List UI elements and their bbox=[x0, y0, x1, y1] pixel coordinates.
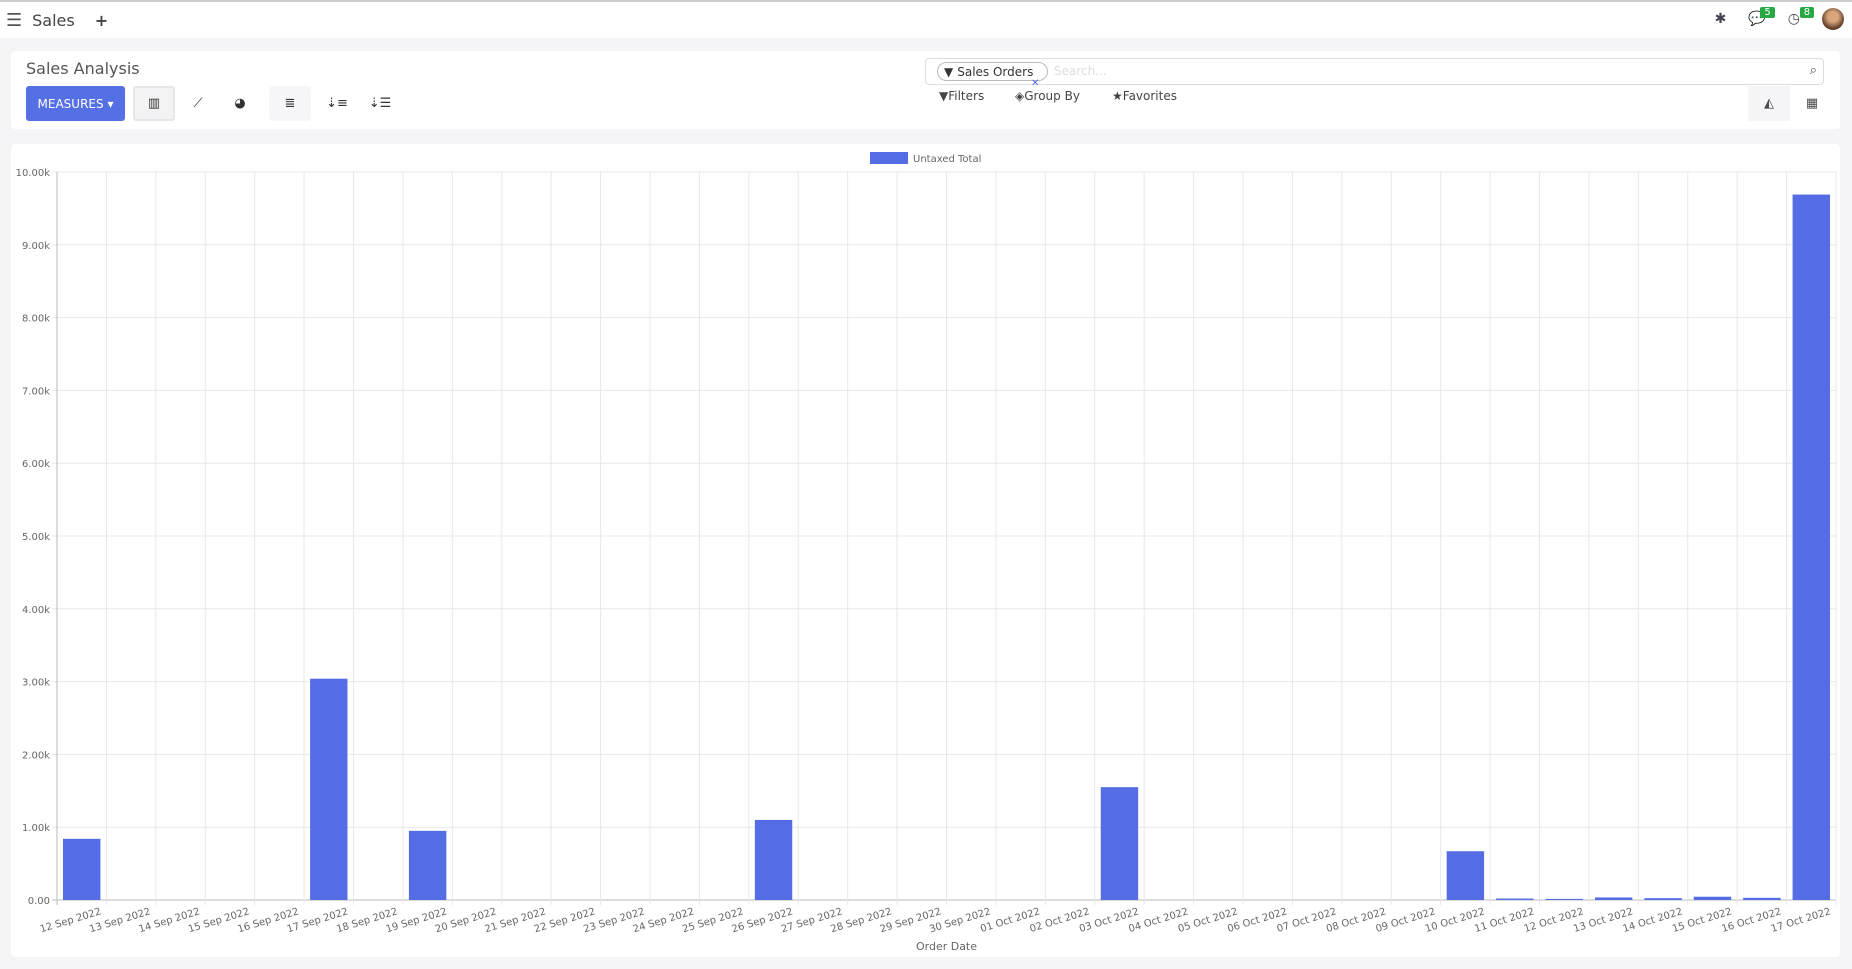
x-axis-title: Order Date bbox=[916, 940, 977, 953]
bar-chart: 0.00 1.00k 2.00k 3.00k 4.00k 5.00k 6.00k 7.00k 8… bbox=[16, 152, 1837, 953]
activities-badge: 8 bbox=[1799, 7, 1815, 18]
user-avatar[interactable] bbox=[1822, 8, 1844, 30]
bar bbox=[1693, 896, 1732, 900]
bar bbox=[1100, 787, 1139, 900]
activities-clock-icon[interactable]: ◷ 8 bbox=[1788, 7, 1815, 27]
y-tick-label: 8.00k bbox=[22, 314, 50, 325]
y-tick-label: 9.00k bbox=[22, 241, 50, 252]
search-facet[interactable]: ▼ Sales Orders ✕ bbox=[937, 62, 1049, 89]
line-chart-icon: ⟋ bbox=[193, 96, 203, 111]
remove-facet-icon[interactable]: ✕ bbox=[1030, 78, 1040, 89]
new-tab-plus-icon[interactable]: + bbox=[94, 10, 109, 30]
hamburger-menu-icon[interactable]: ☰ bbox=[6, 9, 23, 31]
sort-descending-button[interactable]: ⇣≡ bbox=[316, 86, 358, 121]
chart-panel: 0.00 1.00k 2.00k 3.00k 4.00k 5.00k 6.00k 7.00k 8… bbox=[11, 144, 1840, 957]
bar-chart-button[interactable]: ▥ bbox=[133, 86, 175, 121]
pie-chart-icon: ◕ bbox=[234, 96, 246, 111]
y-tick-label: 5.00k bbox=[22, 532, 50, 543]
search-bar[interactable]: ▼ Sales Orders ✕ Search... ⌕ bbox=[925, 58, 1824, 89]
measures-label: MEASURES bbox=[37, 96, 104, 111]
filters-label: Filters bbox=[948, 89, 985, 103]
measures-button[interactable]: MEASURES ▾ bbox=[26, 86, 125, 121]
y-tick-label: 7.00k bbox=[22, 386, 50, 397]
y-tick-label: 10.00k bbox=[16, 168, 51, 179]
filter-icon: ▼ bbox=[939, 89, 949, 103]
bar-chart-icon: ▥ bbox=[147, 96, 161, 111]
line-chart-button[interactable]: ⟋ bbox=[177, 86, 219, 121]
graph-view-button[interactable]: ◭ bbox=[1748, 86, 1790, 121]
group-by-label: Group By bbox=[1024, 89, 1080, 103]
search-input[interactable]: Search... bbox=[1054, 64, 1107, 78]
area-chart-icon: ◭ bbox=[1764, 96, 1774, 111]
table-icon: ▦ bbox=[1805, 96, 1819, 111]
messages-badge: 5 bbox=[1760, 7, 1775, 18]
pie-chart-button[interactable]: ◕ bbox=[219, 86, 261, 121]
y-tick-label: 3.00k bbox=[22, 678, 50, 689]
star-icon: ★ bbox=[1112, 89, 1123, 103]
favorites-button[interactable]: ★Favorites bbox=[1112, 89, 1177, 103]
database-stack-icon: ≣ bbox=[284, 96, 296, 111]
sort-descending-icon: ⇣≡ bbox=[326, 96, 348, 111]
page-title: Sales Analysis bbox=[26, 59, 140, 78]
bar bbox=[408, 830, 447, 900]
bar bbox=[754, 819, 793, 900]
stacked-button[interactable]: ≣ bbox=[269, 86, 311, 121]
sort-ascending-button[interactable]: ⇣☰ bbox=[359, 86, 401, 121]
bar bbox=[63, 838, 101, 900]
facet-label: Sales Orders bbox=[957, 64, 1034, 79]
y-tick-label: 1.00k bbox=[22, 823, 50, 834]
messages-icon[interactable]: 💬 5 bbox=[1748, 7, 1775, 27]
bug-icon[interactable]: ✱ bbox=[1714, 11, 1727, 27]
app-name[interactable]: Sales bbox=[32, 10, 75, 30]
bar bbox=[1545, 898, 1583, 900]
legend-swatch bbox=[870, 152, 908, 164]
y-tick-label: 4.00k bbox=[22, 605, 50, 616]
y-tick-label: 6.00k bbox=[22, 459, 50, 470]
search-icon[interactable]: ⌕ bbox=[1809, 63, 1817, 78]
layers-icon: ◈ bbox=[1015, 89, 1025, 103]
bar bbox=[1743, 897, 1781, 900]
bar bbox=[310, 678, 348, 900]
top-navbar: ☰ Sales + ✱ 💬 5 ◷ 8 bbox=[0, 2, 1852, 38]
filter-icon: ▼ bbox=[944, 64, 954, 79]
favorites-label: Favorites bbox=[1122, 89, 1177, 103]
y-tick-label: 2.00k bbox=[22, 750, 50, 761]
bar bbox=[1446, 851, 1485, 900]
bar bbox=[1792, 194, 1830, 900]
sort-ascending-icon: ⇣☰ bbox=[368, 96, 392, 111]
pivot-view-button[interactable]: ▦ bbox=[1791, 86, 1833, 121]
bar bbox=[1594, 897, 1633, 900]
legend-label: Untaxed Total bbox=[913, 154, 981, 165]
bar bbox=[1496, 898, 1534, 900]
filters-button[interactable]: ▼Filters bbox=[939, 89, 984, 103]
y-tick-label: 0.00 bbox=[28, 896, 50, 907]
control-panel: Sales Analysis MEASURES ▾ ▥ ⟋ ◕ ≣ ⇣≡ ⇣☰ … bbox=[11, 51, 1840, 129]
group-by-button[interactable]: ◈Group By bbox=[1015, 89, 1080, 103]
bar bbox=[1644, 898, 1682, 900]
